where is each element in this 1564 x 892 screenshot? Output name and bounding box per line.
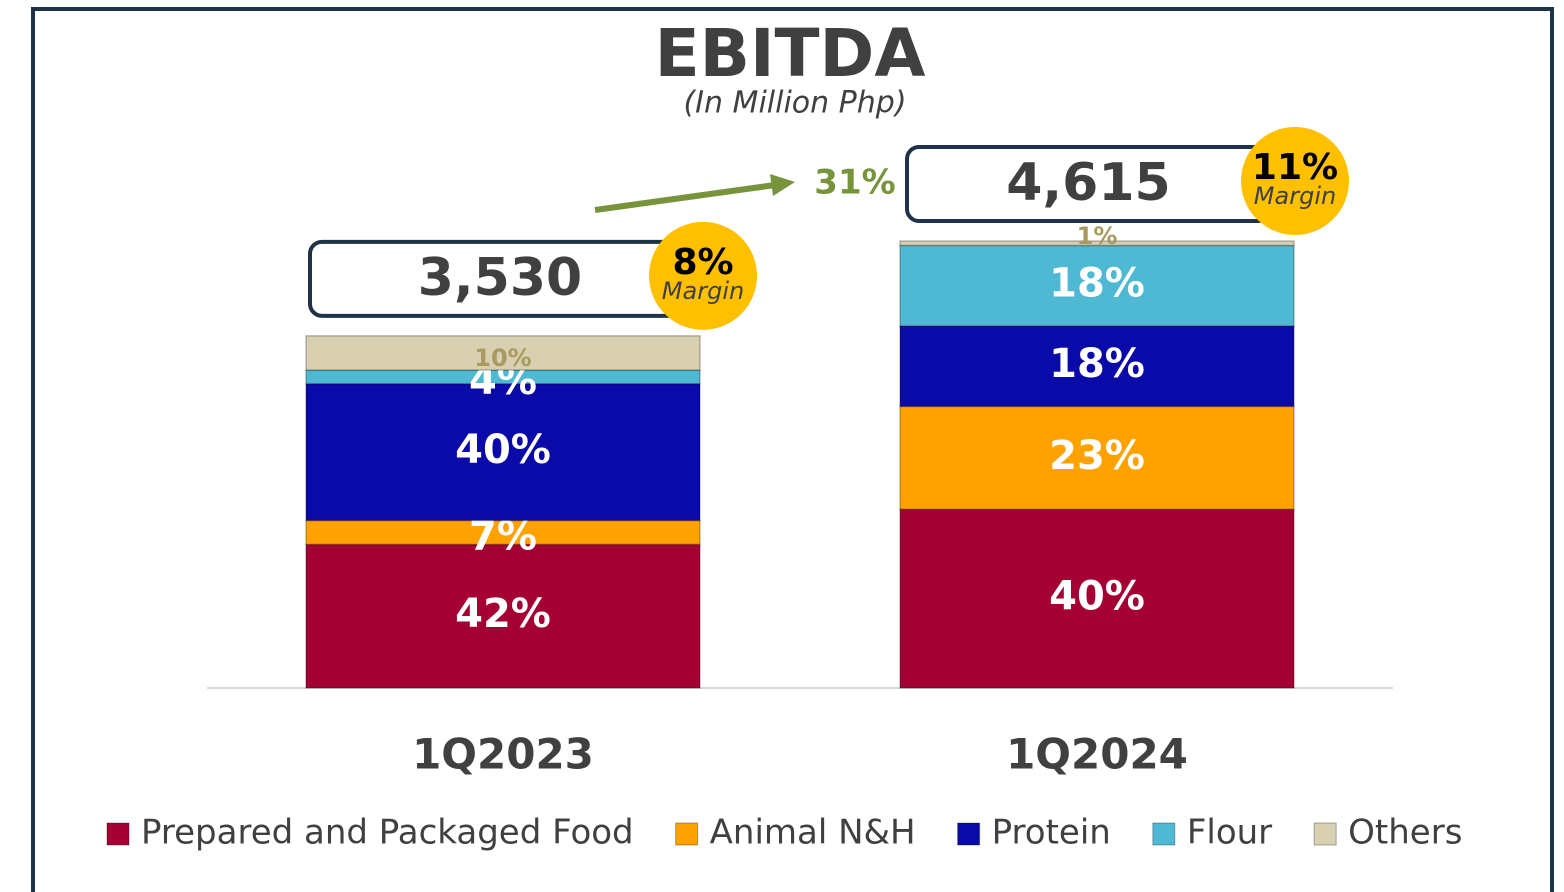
- legend-swatch: [1313, 822, 1337, 846]
- legend-label: Prepared and Packaged Food: [141, 813, 634, 853]
- legend-swatch: [1152, 822, 1176, 846]
- growth-label: 31%: [814, 163, 895, 203]
- data-label: 1%: [1077, 222, 1118, 250]
- legend-swatch: [106, 822, 130, 846]
- data-label: 23%: [1049, 433, 1145, 479]
- data-label: 18%: [1049, 261, 1145, 307]
- data-label: 42%: [455, 591, 551, 637]
- chart-subtitle: (In Million Php): [683, 86, 906, 121]
- legend-swatch: [675, 822, 699, 846]
- margin-badge: [649, 221, 757, 330]
- bar-segment: [899, 405, 1295, 510]
- legend-label: Animal N&H: [710, 813, 916, 853]
- bar-segment: [305, 543, 701, 689]
- legend-label: Flour: [1187, 813, 1272, 853]
- bar-segment: [899, 240, 1295, 247]
- margin-value: 8%: [672, 242, 733, 283]
- x-tick-label: 1Q2023: [412, 730, 594, 779]
- total-label: 4,615: [1006, 153, 1170, 213]
- margin-badge: [1241, 127, 1349, 235]
- legend-label: Protein: [992, 813, 1111, 853]
- margin-value: 11%: [1252, 147, 1338, 188]
- bar-segment: [899, 325, 1295, 408]
- margin-caption: Margin: [662, 277, 744, 305]
- data-label: 40%: [1049, 574, 1145, 620]
- bar-segment: [899, 508, 1295, 689]
- bar-segment: [305, 382, 701, 522]
- growth-arrowhead: [770, 174, 795, 196]
- bar-segment: [305, 335, 701, 371]
- margin-caption: Margin: [1254, 182, 1336, 210]
- legend-swatch: [957, 822, 981, 846]
- chart-title: EBITDA: [655, 15, 926, 92]
- legend-label: Others: [1348, 813, 1462, 853]
- bar-segment: [899, 244, 1295, 327]
- x-tick-label: 1Q2024: [1006, 730, 1188, 779]
- data-label: 40%: [455, 427, 551, 473]
- data-label: 10%: [474, 344, 531, 372]
- data-label: 7%: [469, 513, 537, 559]
- data-label: 18%: [1049, 341, 1145, 387]
- total-label: 3,530: [418, 248, 582, 308]
- growth-arrow: [594, 182, 776, 213]
